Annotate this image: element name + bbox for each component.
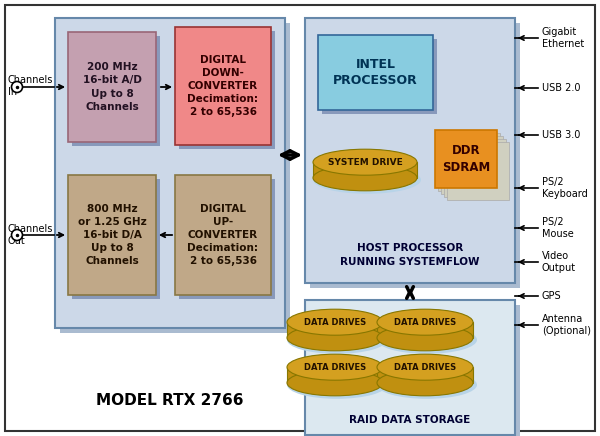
Ellipse shape: [377, 371, 477, 399]
Bar: [305, 18, 515, 283]
Bar: [60, 23, 290, 333]
Text: Channels
In: Channels In: [8, 75, 53, 97]
Circle shape: [11, 229, 23, 241]
Circle shape: [11, 82, 23, 92]
Text: PS/2
Keyboard: PS/2 Keyboard: [542, 177, 588, 199]
Bar: [287, 367, 383, 383]
Bar: [377, 367, 473, 383]
Bar: [175, 175, 271, 295]
Text: DATA DRIVES: DATA DRIVES: [394, 318, 456, 327]
Bar: [72, 36, 160, 146]
Text: DATA DRIVES: DATA DRIVES: [304, 318, 366, 327]
Text: PS/2
Mouse: PS/2 Mouse: [542, 217, 574, 239]
Bar: [438, 133, 500, 191]
Text: Antenna
(Optional): Antenna (Optional): [542, 314, 591, 336]
Text: 200 MHz
16-bit A/D
Up to 8
Channels: 200 MHz 16-bit A/D Up to 8 Channels: [83, 62, 142, 112]
Ellipse shape: [377, 325, 473, 351]
Text: HOST PROCESSOR
RUNNING SYSTEMFLOW: HOST PROCESSOR RUNNING SYSTEMFLOW: [340, 243, 480, 266]
Text: DIGITAL
DOWN-
CONVERTER
Decimation:
2 to 65,536: DIGITAL DOWN- CONVERTER Decimation: 2 to…: [187, 54, 259, 117]
Ellipse shape: [313, 165, 417, 191]
Bar: [441, 136, 503, 194]
Ellipse shape: [287, 371, 387, 399]
Text: INTEL
PROCESSOR: INTEL PROCESSOR: [333, 58, 418, 88]
Ellipse shape: [377, 354, 473, 380]
Bar: [305, 300, 515, 435]
Text: RAID DATA STORAGE: RAID DATA STORAGE: [349, 415, 470, 425]
Text: USB 2.0: USB 2.0: [542, 83, 581, 93]
Ellipse shape: [377, 309, 473, 335]
Bar: [72, 179, 160, 299]
Text: DIGITAL
UP-
CONVERTER
Decimation:
2 to 65,536: DIGITAL UP- CONVERTER Decimation: 2 to 6…: [187, 204, 259, 266]
Bar: [68, 32, 156, 142]
Bar: [435, 130, 497, 188]
Bar: [318, 35, 433, 110]
Ellipse shape: [287, 370, 383, 396]
Ellipse shape: [287, 309, 383, 335]
Bar: [55, 18, 285, 328]
Ellipse shape: [377, 370, 473, 396]
Ellipse shape: [377, 326, 477, 354]
Text: USB 3.0: USB 3.0: [542, 130, 580, 140]
Text: DATA DRIVES: DATA DRIVES: [394, 363, 456, 372]
Bar: [175, 27, 271, 145]
Bar: [287, 322, 383, 338]
Bar: [179, 31, 275, 149]
Bar: [322, 39, 437, 114]
Text: Gigabit
Ethernet: Gigabit Ethernet: [542, 27, 584, 49]
Bar: [447, 142, 509, 200]
Bar: [310, 305, 520, 436]
Text: Video
Output: Video Output: [542, 251, 576, 273]
Text: DDR
SDRAM: DDR SDRAM: [442, 144, 490, 174]
Text: DATA DRIVES: DATA DRIVES: [304, 363, 366, 372]
Text: GPS: GPS: [542, 291, 562, 301]
Ellipse shape: [287, 354, 383, 380]
Bar: [310, 23, 520, 288]
Bar: [444, 139, 506, 197]
Ellipse shape: [287, 325, 383, 351]
Bar: [179, 179, 275, 299]
Text: 800 MHz
or 1.25 GHz
16-bit D/A
Up to 8
Channels: 800 MHz or 1.25 GHz 16-bit D/A Up to 8 C…: [77, 204, 146, 266]
Text: Channels
Out: Channels Out: [8, 224, 53, 246]
Ellipse shape: [313, 166, 421, 194]
Bar: [313, 162, 417, 178]
Bar: [377, 322, 473, 338]
Bar: [68, 175, 156, 295]
Text: MODEL RTX 2766: MODEL RTX 2766: [96, 392, 244, 408]
Ellipse shape: [313, 149, 417, 175]
Ellipse shape: [287, 326, 387, 354]
Text: SYSTEM DRIVE: SYSTEM DRIVE: [328, 158, 403, 167]
